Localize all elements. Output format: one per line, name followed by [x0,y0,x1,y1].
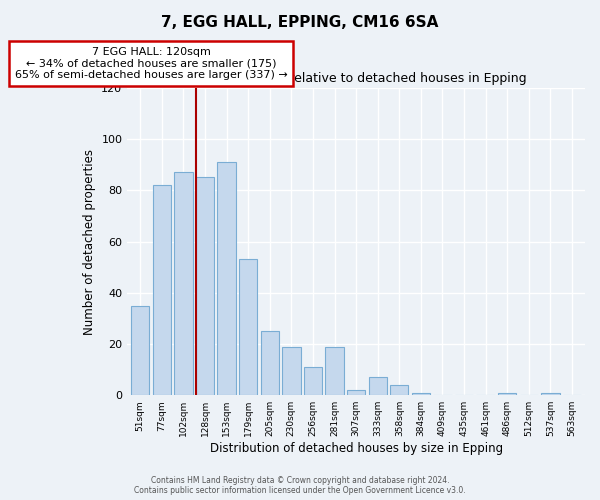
Bar [498,392,517,395]
Title: Size of property relative to detached houses in Epping: Size of property relative to detached ho… [186,72,526,86]
Bar [368,378,387,395]
Bar [541,392,560,395]
Bar [260,331,279,395]
Bar [174,172,193,395]
Bar [304,367,322,395]
Text: Contains HM Land Registry data © Crown copyright and database right 2024.
Contai: Contains HM Land Registry data © Crown c… [134,476,466,495]
Bar [217,162,236,395]
Bar [347,390,365,395]
Text: 7, EGG HALL, EPPING, CM16 6SA: 7, EGG HALL, EPPING, CM16 6SA [161,15,439,30]
Text: 7 EGG HALL: 120sqm
← 34% of detached houses are smaller (175)
65% of semi-detach: 7 EGG HALL: 120sqm ← 34% of detached hou… [14,47,287,80]
Bar [325,346,344,395]
X-axis label: Distribution of detached houses by size in Epping: Distribution of detached houses by size … [209,442,503,455]
Bar [390,385,409,395]
Bar [196,178,214,395]
Y-axis label: Number of detached properties: Number of detached properties [83,148,96,334]
Bar [239,260,257,395]
Bar [282,346,301,395]
Bar [131,306,149,395]
Bar [152,185,171,395]
Bar [412,392,430,395]
